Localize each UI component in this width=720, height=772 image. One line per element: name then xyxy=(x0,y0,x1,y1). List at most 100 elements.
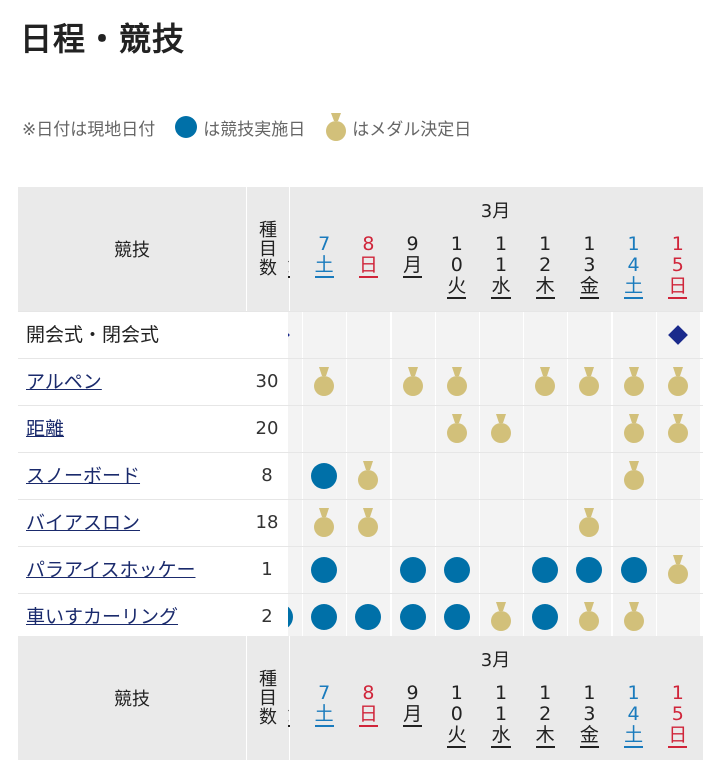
day-cells xyxy=(288,547,703,593)
blue-circle-icon xyxy=(435,594,479,640)
legend-note: ※日付は現地日付 xyxy=(22,119,156,140)
count-label-char: 数 xyxy=(259,257,277,279)
blue-circle-icon xyxy=(346,594,390,640)
day-cell xyxy=(612,312,656,358)
day-cell xyxy=(568,406,612,452)
blue-circle-icon xyxy=(288,594,302,640)
day-cell xyxy=(347,312,391,358)
event-count: 2 xyxy=(246,594,288,640)
blue-circle-icon xyxy=(175,116,198,138)
table-footer-header: 競技 種 目 数 3月 6金7土8日9月10火11水12木13金14土15日 xyxy=(18,636,703,760)
sport-link[interactable]: パラアイスホッケー xyxy=(26,559,196,581)
day-cell xyxy=(303,312,347,358)
gold-medal-icon xyxy=(391,359,435,405)
weekday-label: 火 xyxy=(447,275,467,299)
weekday-label: 土 xyxy=(624,724,644,748)
sport-column-header: 競技 xyxy=(114,240,150,261)
day-cell xyxy=(288,312,302,358)
gold-medal-icon xyxy=(325,113,347,141)
gold-medal-icon xyxy=(612,594,656,640)
blue-circle-icon xyxy=(391,547,435,593)
gold-medal-icon xyxy=(302,500,346,546)
weekday-label: 月 xyxy=(403,254,423,278)
table-row: 車いすカーリング 2 xyxy=(18,593,703,640)
weekday-label: 金 xyxy=(288,704,290,727)
day-cell xyxy=(288,359,302,405)
day-cells xyxy=(288,406,703,452)
count-column-header: 種 目 数 xyxy=(246,636,290,760)
weekday-label: 日 xyxy=(358,703,378,727)
date-digit: 1 xyxy=(494,682,508,704)
day-cells xyxy=(288,359,703,405)
weekday-label: 土 xyxy=(314,703,334,727)
day-cell xyxy=(347,406,391,452)
day-cell xyxy=(435,312,479,358)
date-digit: 1 xyxy=(671,233,684,255)
day-cell xyxy=(347,359,391,405)
date-digit: 5 xyxy=(671,703,684,725)
sport-link[interactable]: アルペン xyxy=(26,371,102,393)
blue-circle-icon xyxy=(302,594,346,640)
day-cell xyxy=(391,453,435,499)
weekday-label: 木 xyxy=(535,275,555,299)
day-cells xyxy=(288,312,703,358)
blue-circle-icon xyxy=(523,594,567,640)
day-cell xyxy=(435,500,479,546)
weekday-label: 土 xyxy=(314,254,334,278)
sport-link[interactable]: バイアスロン xyxy=(26,512,141,534)
event-count: 1 xyxy=(246,547,288,593)
date-digit: 2 xyxy=(539,254,552,276)
day-cell xyxy=(480,500,523,546)
weekday-label: 金 xyxy=(579,724,599,748)
date-digit: 0 xyxy=(450,703,463,725)
table-row: バイアスロン 18 xyxy=(18,499,703,546)
date-digit: 7 xyxy=(318,682,331,704)
date-digit: 1 xyxy=(627,233,640,255)
weekday-label: 火 xyxy=(447,724,467,748)
day-cell xyxy=(288,500,302,546)
day-cell xyxy=(288,453,302,499)
blue-circle-icon xyxy=(302,547,346,593)
page-title: 日程・競技 xyxy=(20,20,186,58)
day-cell xyxy=(435,453,479,499)
day-cell xyxy=(524,312,568,358)
day-cell xyxy=(568,312,612,358)
date-digit: 3 xyxy=(583,703,596,725)
day-cell xyxy=(480,312,523,358)
day-cell xyxy=(480,547,523,593)
gold-medal-icon xyxy=(435,406,479,452)
sport-column-header: 競技 xyxy=(114,689,150,710)
month-label: 3月 xyxy=(480,201,511,222)
weekday-label: 日 xyxy=(668,724,688,748)
count-label-char: 目 xyxy=(259,238,277,260)
day-cell xyxy=(524,500,568,546)
day-cell xyxy=(568,453,612,499)
gold-medal-icon xyxy=(567,594,611,640)
day-cell xyxy=(391,312,435,358)
sport-link[interactable]: 車いすカーリング xyxy=(26,606,179,628)
day-cell xyxy=(656,594,700,640)
sport-link[interactable]: 距離 xyxy=(26,418,65,440)
diamond-icon xyxy=(656,312,700,358)
gold-medal-icon xyxy=(567,359,611,405)
blue-circle-icon xyxy=(523,547,567,593)
sport-link[interactable]: スノーボード xyxy=(26,465,141,487)
blue-circle-icon xyxy=(391,594,435,640)
gold-medal-icon xyxy=(612,453,656,499)
gold-medal-icon xyxy=(612,359,656,405)
date-digit: 1 xyxy=(671,682,684,704)
day-cell xyxy=(480,359,523,405)
day-cell xyxy=(391,406,435,452)
count-column-header: 種 目 数 xyxy=(246,187,290,311)
count-label-char: 種 xyxy=(259,219,277,241)
day-cell xyxy=(524,406,568,452)
date-digit: 8 xyxy=(362,233,375,255)
blue-circle-icon xyxy=(435,547,479,593)
